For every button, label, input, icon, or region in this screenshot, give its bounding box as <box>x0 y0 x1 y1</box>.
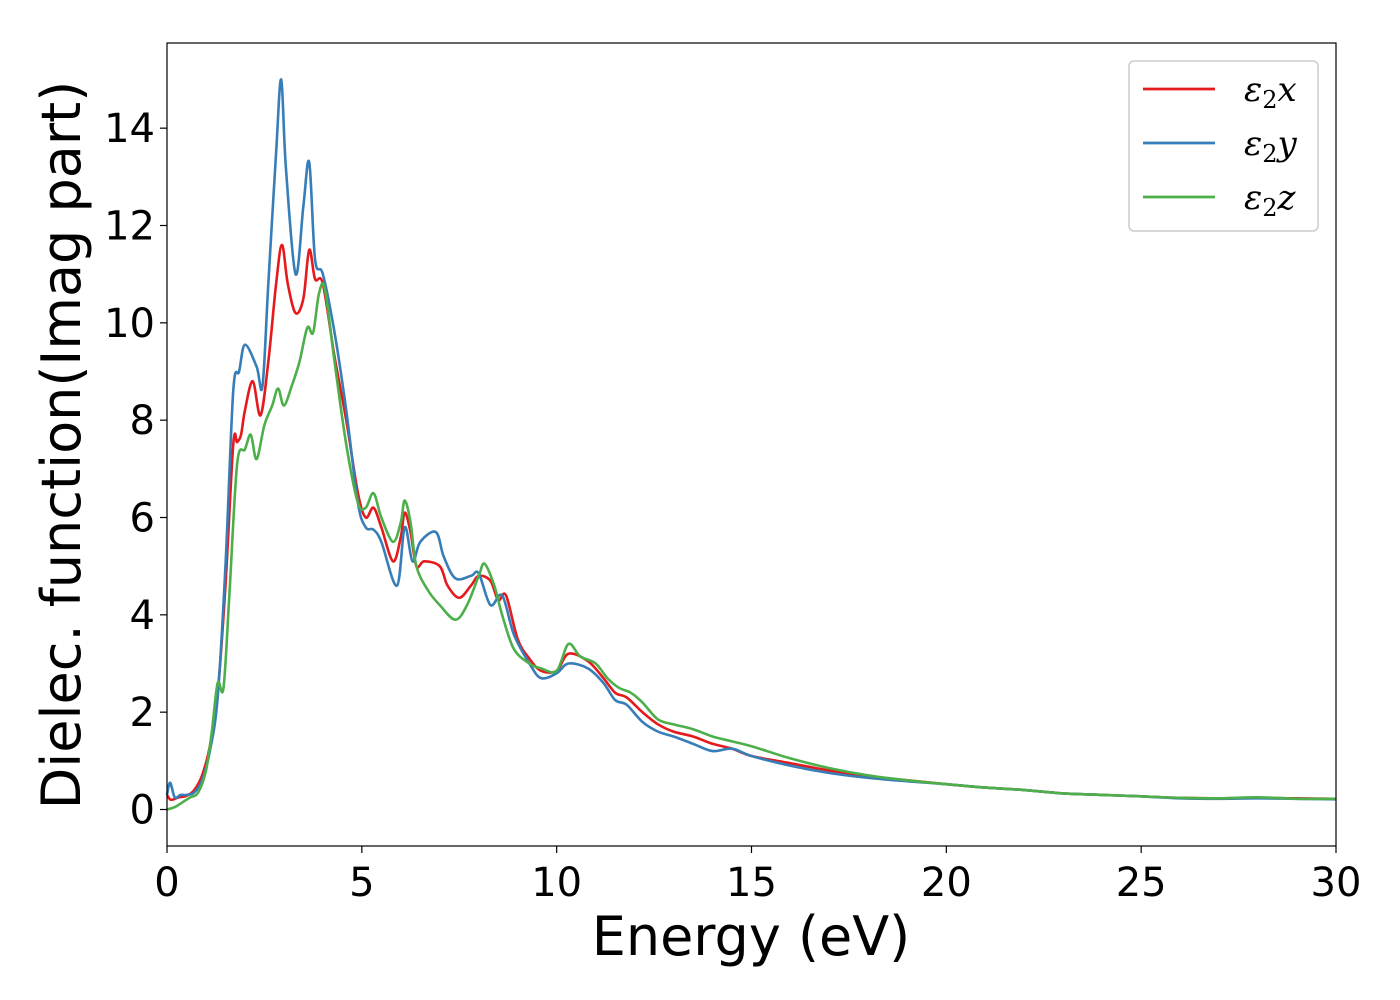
y-tick-label: 12 <box>104 204 155 250</box>
x-axis-label: Energy (eV) <box>592 905 911 968</box>
legend-box <box>1128 60 1319 232</box>
y-axis-label: Dielec. function(Imag part) <box>30 81 93 810</box>
y-tick-label: 8 <box>130 398 155 444</box>
x-tick-label: 20 <box>921 860 972 906</box>
x-tick-label: 25 <box>1116 860 1167 906</box>
x-tick-label: 0 <box>154 860 179 906</box>
x-tick-label: 30 <box>1311 860 1362 906</box>
x-tick-label: 10 <box>531 860 582 906</box>
y-tick-label: 14 <box>104 106 155 152</box>
legend-label-y: ε2y <box>1244 124 1298 168</box>
x-tick-label: 5 <box>349 860 374 906</box>
series-line-y <box>165 78 1337 801</box>
plot-lines <box>165 78 1337 811</box>
y-tick-label: 4 <box>130 593 155 639</box>
y-tick-label: 2 <box>130 690 155 736</box>
y-tick-label: 0 <box>130 788 155 834</box>
x-tick-label: 15 <box>726 860 777 906</box>
y-axis: 0 2 4 6 8 10 12 14 <box>104 106 167 834</box>
series-line-z <box>166 282 1337 811</box>
series-line-x <box>165 243 1337 802</box>
legend-label-x: ε2x <box>1244 70 1297 114</box>
y-tick-label: 6 <box>130 496 155 542</box>
x-axis: 0 5 10 15 20 25 30 <box>154 846 1361 906</box>
legend: ε2x ε2y ε2z <box>1128 60 1319 232</box>
legend-label-z: ε2z <box>1244 178 1297 222</box>
y-tick-label: 10 <box>104 301 155 347</box>
